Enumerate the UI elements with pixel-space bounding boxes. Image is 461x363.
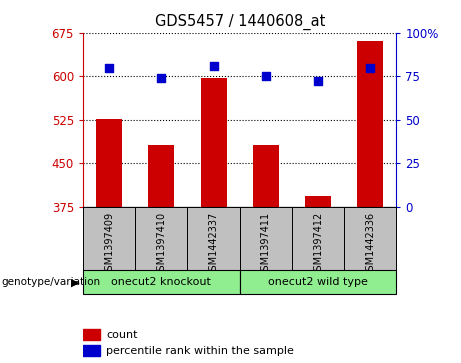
Title: GDS5457 / 1440608_at: GDS5457 / 1440608_at bbox=[154, 14, 325, 30]
Text: ▶: ▶ bbox=[71, 277, 80, 287]
Bar bbox=[83, 207, 135, 270]
Bar bbox=[305, 196, 331, 207]
Text: GSM1442336: GSM1442336 bbox=[365, 212, 375, 277]
Bar bbox=[292, 207, 344, 270]
Bar bbox=[201, 78, 227, 207]
Text: percentile rank within the sample: percentile rank within the sample bbox=[106, 346, 295, 355]
Point bbox=[314, 78, 322, 84]
Bar bbox=[253, 145, 279, 207]
Text: GSM1397409: GSM1397409 bbox=[104, 212, 114, 277]
Text: GSM1442337: GSM1442337 bbox=[208, 212, 219, 277]
Text: GSM1397411: GSM1397411 bbox=[261, 212, 271, 277]
Bar bbox=[344, 207, 396, 270]
Bar bbox=[357, 41, 384, 207]
Bar bbox=[135, 207, 188, 270]
Bar bbox=[240, 207, 292, 270]
Point bbox=[366, 65, 374, 70]
Text: genotype/variation: genotype/variation bbox=[1, 277, 100, 287]
Text: count: count bbox=[106, 330, 138, 340]
Point bbox=[210, 63, 217, 69]
Bar bbox=[83, 270, 240, 294]
Point bbox=[262, 73, 270, 79]
Point bbox=[106, 65, 113, 70]
Bar bbox=[83, 329, 100, 340]
Bar bbox=[96, 119, 122, 207]
Bar bbox=[188, 207, 240, 270]
Text: GSM1397410: GSM1397410 bbox=[156, 212, 166, 277]
Bar bbox=[148, 145, 174, 207]
Text: onecut2 knockout: onecut2 knockout bbox=[112, 277, 211, 287]
Point bbox=[158, 75, 165, 81]
Bar bbox=[83, 345, 100, 356]
Text: onecut2 wild type: onecut2 wild type bbox=[268, 277, 368, 287]
Text: GSM1397412: GSM1397412 bbox=[313, 212, 323, 277]
Bar bbox=[240, 270, 396, 294]
